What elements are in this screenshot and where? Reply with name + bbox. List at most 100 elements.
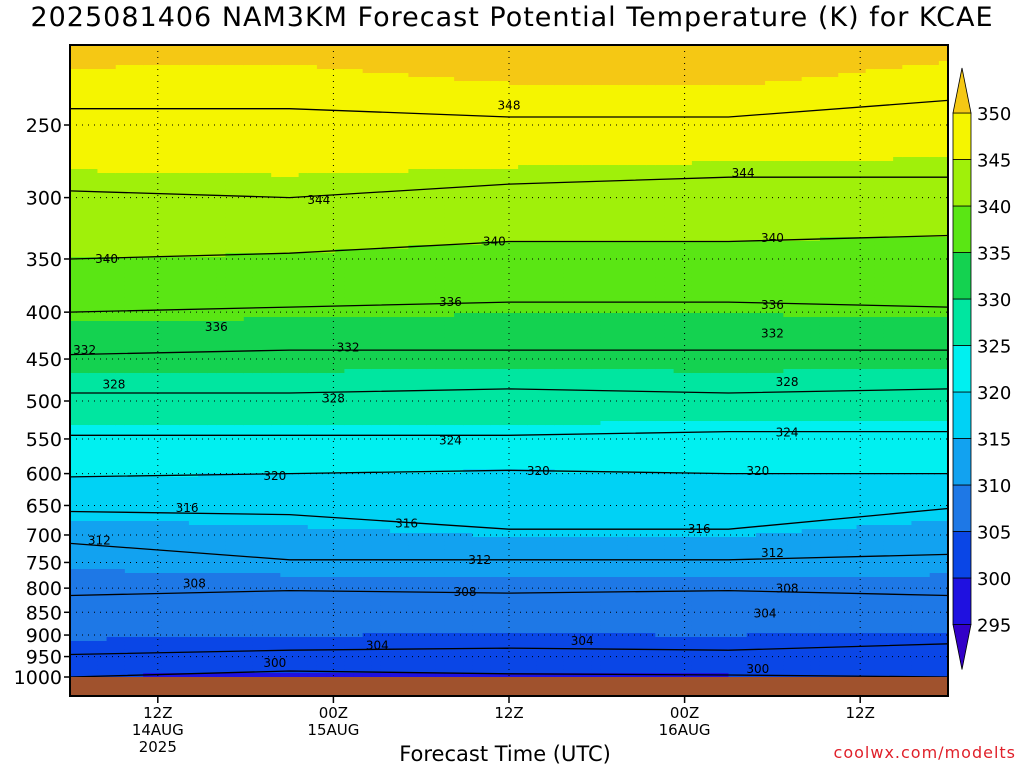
theta-cell — [188, 65, 199, 70]
theta-cell — [97, 281, 108, 286]
theta-cell — [143, 453, 153, 458]
theta-cell — [134, 533, 144, 538]
theta-cell — [344, 633, 355, 638]
theta-cell — [115, 225, 126, 230]
theta-cell — [70, 169, 80, 174]
theta-cell — [326, 573, 336, 578]
theta-cell — [225, 441, 236, 446]
theta-cell — [161, 213, 172, 218]
theta-cell — [326, 397, 336, 402]
theta-cell — [344, 217, 355, 222]
theta-cell — [280, 129, 291, 134]
theta-cell — [207, 325, 217, 330]
theta-cell — [326, 369, 336, 374]
theta-cell — [143, 585, 153, 590]
theta-cell — [124, 529, 135, 534]
theta-cell — [234, 165, 245, 170]
theta-cell — [335, 173, 345, 178]
theta-cell — [88, 57, 99, 62]
theta-cell — [298, 465, 309, 470]
theta-cell — [307, 337, 318, 342]
theta-cell — [316, 549, 327, 554]
theta-cell — [143, 229, 153, 234]
theta-cell — [289, 289, 300, 294]
theta-cell — [188, 105, 199, 110]
theta-cell — [198, 509, 208, 514]
theta-cell — [289, 649, 300, 654]
theta-cell — [225, 629, 236, 634]
theta-cell — [170, 557, 181, 562]
theta-cell — [70, 441, 80, 446]
theta-cell — [143, 213, 153, 218]
theta-cell — [79, 541, 89, 546]
theta-cell — [70, 513, 80, 518]
theta-cell — [188, 669, 199, 674]
theta-cell — [124, 197, 135, 202]
theta-cell — [124, 361, 135, 366]
theta-cell — [234, 569, 245, 574]
theta-cell — [198, 205, 208, 210]
theta-cell — [188, 157, 199, 162]
theta-cell — [216, 417, 227, 422]
theta-cell — [188, 125, 199, 130]
theta-cell — [344, 469, 355, 474]
theta-cell — [280, 357, 291, 362]
theta-cell — [271, 509, 281, 514]
theta-cell — [344, 657, 355, 662]
theta-cell — [70, 397, 80, 402]
theta-cell — [307, 177, 318, 182]
theta-cell — [207, 561, 217, 566]
theta-cell — [335, 117, 345, 122]
theta-cell — [216, 541, 227, 546]
theta-cell — [307, 325, 318, 330]
theta-cell — [161, 313, 172, 318]
theta-cell — [115, 257, 126, 262]
theta-cell — [134, 277, 144, 282]
theta-cell — [335, 393, 345, 398]
theta-cell — [307, 209, 318, 214]
theta-cell — [243, 397, 254, 402]
theta-cell — [79, 409, 89, 414]
theta-cell — [243, 345, 254, 350]
theta-cell — [344, 233, 355, 238]
theta-cell — [79, 633, 89, 638]
theta-cell — [152, 633, 163, 638]
theta-cell — [271, 549, 281, 554]
theta-cell — [243, 605, 254, 610]
theta-cell — [335, 425, 345, 430]
theta-cell — [252, 601, 263, 606]
theta-cell — [280, 217, 291, 222]
theta-cell — [326, 113, 336, 118]
theta-cell — [326, 389, 336, 394]
theta-cell — [225, 485, 236, 490]
theta-cell — [280, 325, 291, 330]
theta-cell — [234, 521, 245, 526]
theta-cell — [316, 317, 327, 322]
theta-cell — [134, 161, 144, 166]
theta-cell — [298, 109, 309, 114]
theta-cell — [161, 133, 172, 138]
theta-cell — [243, 505, 254, 510]
theta-cell — [280, 101, 291, 106]
theta-cell — [124, 133, 135, 138]
theta-cell — [271, 277, 281, 282]
theta-cell — [97, 361, 108, 366]
theta-cell — [188, 637, 199, 642]
theta-cell — [326, 621, 336, 626]
theta-cell — [115, 65, 126, 70]
theta-cell — [344, 221, 355, 226]
theta-cell — [316, 133, 327, 138]
theta-cell — [198, 405, 208, 410]
theta-cell — [88, 149, 99, 154]
theta-cell — [335, 45, 345, 50]
theta-cell — [262, 313, 272, 318]
theta-cell — [316, 221, 327, 226]
theta-cell — [353, 181, 364, 186]
theta-cell — [326, 177, 336, 182]
theta-cell — [207, 577, 217, 582]
theta-cell — [271, 169, 281, 174]
theta-cell — [97, 81, 108, 86]
theta-cell — [198, 481, 208, 486]
theta-cell — [207, 185, 217, 190]
theta-cell — [280, 253, 291, 258]
